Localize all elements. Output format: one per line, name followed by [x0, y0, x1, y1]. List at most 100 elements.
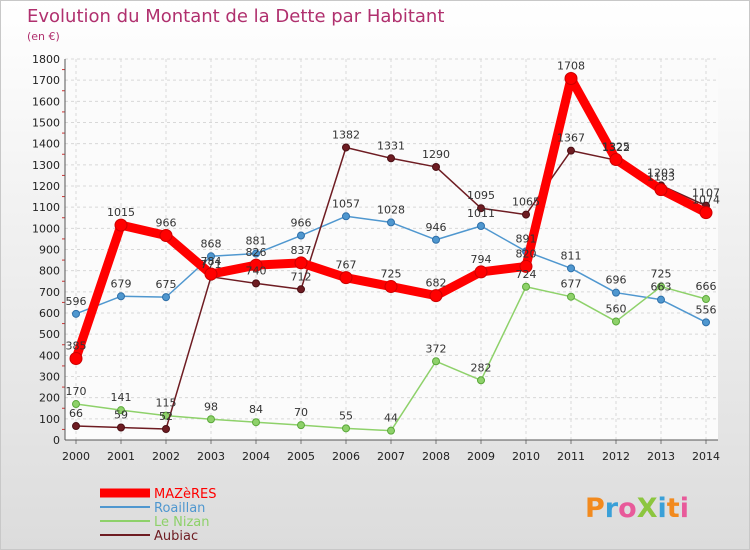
- chart-subtitle: (en €): [27, 30, 60, 43]
- data-point: [519, 259, 533, 273]
- data-point: [654, 183, 668, 197]
- data-point: [702, 318, 710, 327]
- data-point: [384, 280, 398, 294]
- data-label: 556: [696, 303, 717, 316]
- data-label: 712: [291, 270, 312, 283]
- data-label: 771: [201, 258, 222, 271]
- data-point: [207, 252, 215, 261]
- x-tick-label: 2008: [422, 450, 450, 463]
- legend-label: Roaillan: [154, 501, 205, 516]
- data-point: [477, 204, 485, 213]
- data-point: [252, 249, 260, 258]
- data-point: [69, 352, 83, 366]
- data-label: 98: [204, 400, 218, 413]
- legend-label: Le Nizan: [154, 515, 210, 530]
- data-label: 724: [516, 268, 537, 281]
- data-label: 868: [201, 237, 222, 250]
- data-point: [207, 415, 215, 424]
- data-point: [567, 264, 575, 273]
- x-tick-label: 2007: [377, 450, 405, 463]
- data-point: [387, 154, 395, 163]
- data-point: [162, 424, 170, 433]
- y-tick-label: 1600: [32, 95, 60, 108]
- data-label: 966: [156, 217, 177, 230]
- y-tick-label: 1200: [32, 180, 60, 193]
- y-tick-label: 400: [39, 349, 60, 362]
- y-tick-label: 1400: [32, 138, 60, 151]
- data-label: 677: [561, 278, 582, 291]
- data-point: [297, 231, 305, 240]
- data-point: [387, 426, 395, 435]
- data-point: [117, 406, 125, 415]
- data-point: [159, 229, 173, 243]
- data-point: [522, 282, 530, 291]
- data-label: 52: [159, 410, 173, 423]
- y-tick-label: 700: [39, 286, 60, 299]
- data-point: [702, 295, 710, 304]
- data-label: 44: [384, 412, 398, 425]
- data-point: [567, 292, 575, 301]
- data-point: [72, 400, 80, 409]
- data-label: 794: [471, 253, 492, 266]
- data-point: [432, 162, 440, 171]
- data-label: 1095: [467, 189, 495, 202]
- proxiti-logo-text: ProXiti: [585, 493, 689, 524]
- data-point: [699, 206, 713, 220]
- x-tick-label: 2000: [62, 450, 90, 463]
- data-point: [432, 235, 440, 244]
- data-point: [522, 210, 530, 219]
- data-label: 966: [291, 217, 312, 230]
- data-point: [612, 288, 620, 297]
- y-tick-label: 1100: [32, 201, 60, 214]
- data-label-layer: 385 1015 966 784 826 837 767 725 682 794 820 1708 13…: [66, 59, 721, 424]
- data-point: [477, 376, 485, 385]
- data-label: 1322: [602, 141, 630, 154]
- data-point: [294, 256, 308, 270]
- data-label: 170: [66, 385, 87, 398]
- data-label: 725: [651, 268, 672, 281]
- data-point: [114, 218, 128, 232]
- data-label: 1065: [512, 196, 540, 209]
- data-label: 881: [246, 235, 267, 248]
- grid-layer: [65, 58, 718, 441]
- data-point: [117, 423, 125, 432]
- data-point: [609, 153, 623, 167]
- data-label: 84: [249, 403, 263, 416]
- data-label: 1057: [332, 197, 360, 210]
- data-label: 1183: [647, 171, 675, 184]
- y-tick-label: 800: [39, 265, 60, 278]
- series-layer: [69, 71, 713, 435]
- data-point: [657, 282, 665, 291]
- data-point: [162, 293, 170, 302]
- data-point: [297, 285, 305, 294]
- x-tick-label: 2012: [602, 450, 630, 463]
- data-label: 666: [696, 280, 717, 293]
- y-tick-label: 1800: [32, 53, 60, 66]
- data-label: 59: [114, 409, 128, 422]
- data-point: [117, 292, 125, 301]
- logo-letter: P: [585, 493, 605, 524]
- data-label: 66: [69, 407, 83, 420]
- data-label: 767: [336, 259, 357, 272]
- data-label: 1107: [692, 187, 720, 200]
- y-tick-label: 500: [39, 328, 60, 341]
- data-label: 891: [516, 232, 537, 245]
- data-label: 820: [516, 247, 537, 260]
- x-tick-label: 2014: [692, 450, 720, 463]
- x-tick-label: 2013: [647, 450, 675, 463]
- data-point: [342, 212, 350, 221]
- data-label: 1290: [422, 148, 450, 161]
- data-point: [657, 295, 665, 304]
- logo-letter: i: [658, 493, 667, 524]
- data-point: [432, 357, 440, 366]
- data-label: 1074: [692, 194, 720, 207]
- data-point: [474, 265, 488, 279]
- y-tick-label: 900: [39, 244, 60, 257]
- legend-label: MAZèRES: [154, 487, 217, 502]
- y-tick-label: 100: [39, 413, 60, 426]
- x-tick-label: 2001: [107, 450, 135, 463]
- data-point: [342, 424, 350, 433]
- x-tick-label: 2005: [287, 450, 315, 463]
